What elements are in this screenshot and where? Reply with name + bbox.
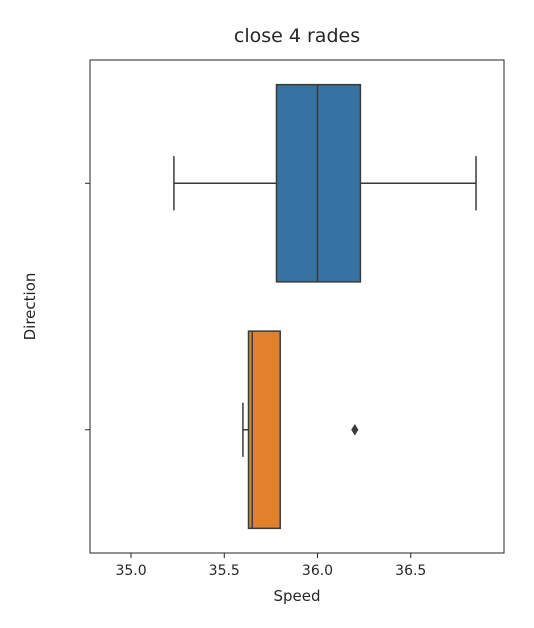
x-tick-label: 36.0 (302, 563, 333, 579)
x-tick-label: 35.5 (209, 563, 240, 579)
chart-svg: 35.0 35.5 36.0 36.5 Speed Direction close 4 ra… (0, 0, 534, 628)
box-rect (249, 331, 281, 528)
x-axis-label: Speed (273, 587, 320, 605)
box-rect (276, 85, 360, 282)
boxplot-chart: 35.0 35.5 36.0 36.5 Speed Direction close 4 ra… (0, 0, 534, 628)
x-tick-label: 36.5 (395, 563, 426, 579)
x-tick-label: 35.0 (115, 563, 146, 579)
y-axis-label: Direction (21, 273, 39, 341)
chart-title: close 4 rades (234, 25, 360, 47)
